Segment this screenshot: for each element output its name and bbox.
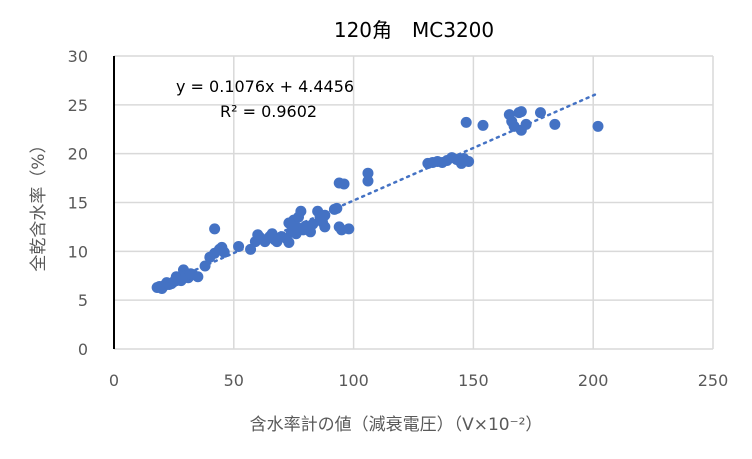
x-tick-label: 150 [458,371,489,390]
trendline-r2: R² = 0.9602 [220,102,317,121]
y-axis-label: 全乾含水率（%） [29,136,49,271]
data-point [199,260,211,272]
chart-title: 120角 MC3200 [334,18,494,42]
y-tick-label: 20 [68,145,88,164]
data-point [233,240,245,252]
data-point [549,118,561,130]
data-point [319,209,331,221]
data-point [463,155,475,167]
data-point [534,107,546,119]
data-point [283,237,295,249]
data-point [592,120,604,132]
x-axis-label: 含水率計の値（減衰電圧）（V×10⁻²） [250,415,543,435]
y-tick-label: 5 [78,291,88,310]
y-tick-label: 30 [68,47,88,66]
data-point [218,246,230,258]
tick-labels: 0 50 100 150 200 250 0 5 10 15 20 25 30 [68,47,729,390]
data-point [515,106,527,118]
data-point [460,116,472,128]
y-tick-label: 0 [78,340,88,359]
data-point [295,205,307,217]
data-point [362,175,374,187]
data-point [520,118,532,130]
x-tick-label: 100 [338,371,369,390]
data-points [151,106,604,294]
y-tick-label: 10 [68,242,88,261]
data-point [338,178,350,190]
data-point [209,223,221,235]
x-tick-label: 50 [224,371,244,390]
data-point [192,271,204,283]
x-tick-label: 200 [578,371,609,390]
trendline-equation: y = 0.1076x + 4.4456 [176,77,354,96]
data-point [331,202,343,214]
y-tick-label: 15 [68,194,88,213]
data-point [307,218,319,230]
data-point [343,223,355,235]
data-point [362,167,374,179]
x-tick-label: 250 [698,371,729,390]
data-point [477,119,489,131]
data-point [319,221,331,233]
y-tick-label: 25 [68,96,88,115]
x-tick-label: 0 [109,371,119,390]
gridlines [113,55,714,350]
